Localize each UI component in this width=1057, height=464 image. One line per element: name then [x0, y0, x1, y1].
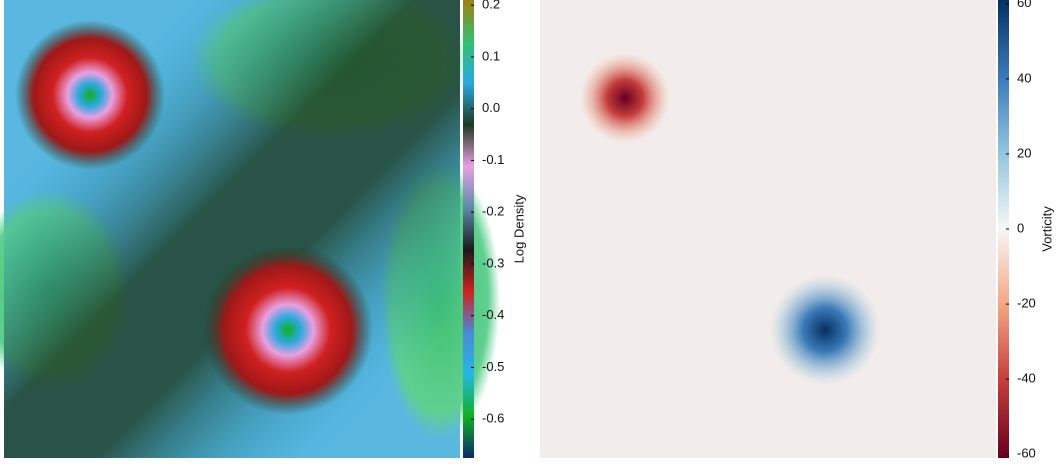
colorbar-tick-label: 20	[1017, 145, 1031, 160]
figure: 0.2 0.1 0.0 -0.1 -0.2 -0.3 -0.4 -0.5 -0.6 Log Den…	[0, 0, 1057, 464]
colorbar-tick-label: 0.0	[482, 100, 500, 115]
colorbar-tick-label: -0.3	[482, 255, 504, 270]
colorbar	[463, 0, 474, 458]
colorbar-tick-label: -0.1	[482, 152, 504, 167]
colorbar-tick-label: 0	[1017, 220, 1024, 235]
colorbar-tick-label: 40	[1017, 70, 1031, 85]
density-image	[0, 0, 500, 458]
vorticity-image	[540, 0, 996, 458]
colorbar-label: Log Density	[511, 194, 526, 263]
colorbar-tick-label: -0.6	[482, 411, 504, 426]
colorbar-tick-label: -0.2	[482, 204, 504, 219]
colorbar-tick-label: 0.2	[482, 0, 500, 12]
colorbar-tick-label: 60	[1017, 0, 1031, 10]
colorbar-tick-label: 0.1	[482, 48, 500, 63]
colorbar-tick-label: -0.4	[482, 307, 504, 322]
colorbar-tick-label: -0.5	[482, 359, 504, 374]
colorbar-label: Vorticity	[1039, 206, 1054, 252]
colorbar-tick-label: -60	[1017, 446, 1036, 461]
colorbar-tick-label: -20	[1017, 296, 1036, 311]
colorbar-tick-label: -40	[1017, 371, 1036, 386]
